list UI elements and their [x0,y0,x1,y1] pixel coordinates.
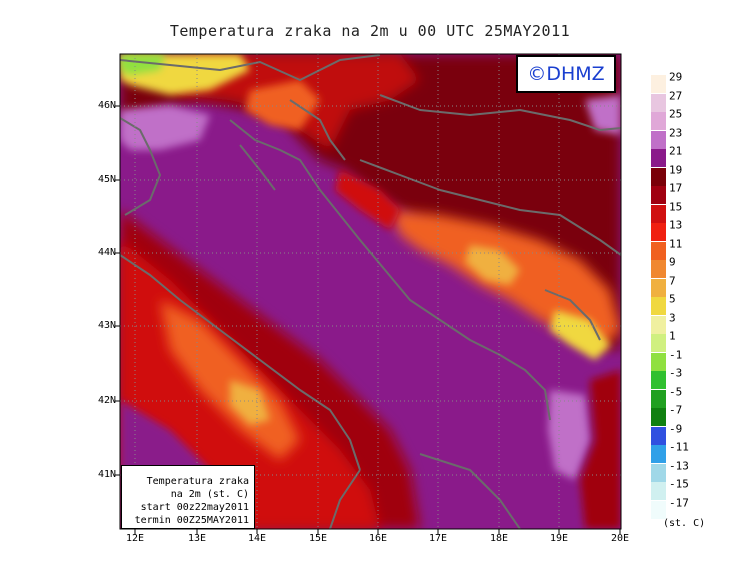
legend-level-label: 7 [669,274,676,287]
legend-level-label: 19 [669,163,683,176]
legend-level-label: 11 [669,237,683,250]
legend-level-label: 25 [669,107,683,121]
lon-label-17e: 17E [428,533,448,544]
lat-label-46n: 46N [97,100,116,111]
map-frame [119,53,622,530]
legend-level-label: -7 [669,403,683,417]
legend-swatch [651,75,666,93]
legend-swatch [651,315,666,334]
info-box: Temperatura zraka na 2m (st. C) start 00… [121,465,255,529]
legend-level-label: -17 [669,496,689,509]
dinaric-yellow [465,245,520,285]
info-line-1: Temperatura zraka [146,476,249,487]
lat-label-42n: 42N [97,395,116,406]
legend-swatch [651,260,666,278]
legend-level-label: -3 [669,366,683,380]
info-line-4: termin 00Z25MAY2011 [134,515,249,526]
legend-level-label: 15 [669,200,683,213]
legend-swatch [651,130,666,149]
albania-pink [548,390,590,480]
lon-label-16e: 16E [368,533,388,544]
legend-swatch [651,500,666,519]
ne-pink [585,95,621,135]
legend-swatch [651,186,666,204]
legend-level-label: -5 [669,385,683,398]
italy-yellow [230,380,270,425]
legend-unit: (st. C) [663,518,706,529]
lon-label-14e: 14E [247,533,267,544]
legend-swatch [651,278,666,297]
lat-label-41n: 41N [97,469,116,480]
legend-level-label: 5 [669,292,676,306]
legend-swatch [651,167,666,186]
legend-level-label: 23 [669,126,683,139]
legend-swatch [651,445,666,463]
legend-level-label: -15 [669,477,689,491]
axis-ticks [115,105,621,534]
lon-label-18e: 18E [489,533,509,544]
land-dark-red [120,54,621,350]
legend-swatch [651,297,666,315]
legend-swatch [651,482,666,500]
legend-swatch [651,149,666,167]
lon-label-20e: 20E [610,533,630,544]
legend-swatch [651,204,666,223]
legend-level-label: 27 [669,89,683,102]
po-pink [120,105,210,150]
legend-swatch [651,426,666,445]
legend-level-label: -1 [669,348,683,361]
legend-swatch [651,112,666,130]
legend-swatch [651,241,666,260]
lon-label-12e: 12E [125,533,145,544]
nw-green [120,54,165,75]
legend-level-label: 29 [669,70,683,84]
coastline [120,54,621,529]
lat-label-43n: 43N [97,320,116,331]
legend-level-label: 3 [669,311,676,324]
legend-swatch [651,93,666,112]
alps-orange [245,80,320,130]
legend-swatch [651,389,666,408]
lat-label-45n: 45N [97,174,116,185]
info-line-2: na 2m (st. C) [170,489,249,500]
legend-level-label: 17 [669,181,683,195]
legend-level-label: 13 [669,218,683,232]
legend-level-label: -9 [669,422,683,435]
legend-swatch [651,334,666,352]
legend-level-label: -11 [669,440,689,454]
map-title: Temperatura zraka na 2m u 00 UTC 25MAY20… [169,22,571,40]
legend-level-label: 21 [669,144,683,158]
legend-level-label: 9 [669,255,676,269]
lat-label-44n: 44N [97,247,116,258]
lon-label-19e: 19E [549,533,569,544]
info-line-3: start 00z22may2011 [140,502,249,513]
legend-level-label: -13 [669,459,689,472]
coast-red [335,170,400,230]
legend-swatch [651,463,666,482]
legend-swatch [651,371,666,389]
lon-label-15e: 15E [308,533,328,544]
albania-red [580,370,621,529]
lon-label-13e: 13E [187,533,207,544]
legend-swatch [651,223,666,241]
legend-level-label: 1 [669,329,676,343]
legend-swatch [651,408,666,426]
dhmz-logo: ©DHMZ [516,55,616,93]
legend-swatch [651,352,666,371]
montenegro-yellow [550,310,610,360]
